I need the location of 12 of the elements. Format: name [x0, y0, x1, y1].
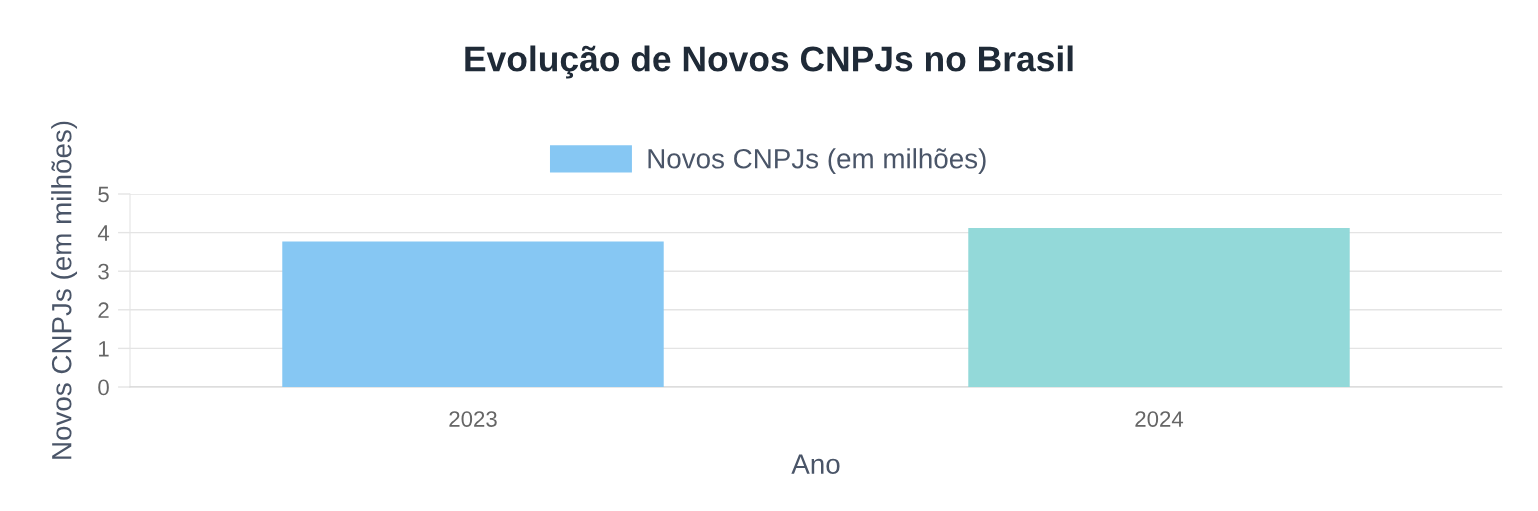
x-tick-label: 2024 — [1135, 411, 1184, 427]
y-tick-label: 1 — [99, 341, 109, 357]
y-tick-label: 0 — [98, 379, 109, 396]
x-axis-title: Ano — [791, 454, 840, 474]
y-axis-title: Novos CNPJs (em milhões) — [51, 121, 78, 459]
y-tick-label: 3 — [98, 263, 109, 280]
y-tick-label: 5 — [98, 186, 109, 203]
legend-label: Novos CNPJs (em milhões) — [648, 148, 986, 175]
x-tick-label: 2023 — [449, 411, 497, 427]
y-tick-label: 2 — [98, 302, 109, 318]
chart-title: Evolução de Novos CNPJs no Brasil — [465, 45, 1073, 79]
y-tick-label: 4 — [97, 225, 110, 241]
